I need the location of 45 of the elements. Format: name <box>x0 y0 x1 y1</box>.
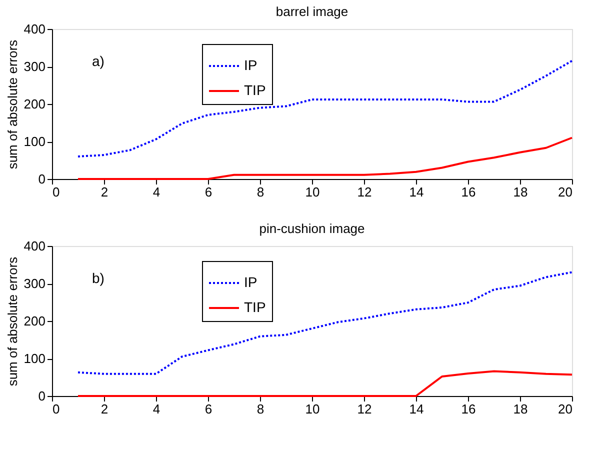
y-tick-label: 200 <box>24 314 46 328</box>
x-tick-label: 4 <box>152 184 160 200</box>
y-tick-label: 100 <box>24 351 46 366</box>
x-tick-label: 10 <box>305 184 320 200</box>
x-tick-label: 0 <box>52 184 60 200</box>
line-series <box>77 136 573 180</box>
y-tick-label: 400 <box>24 22 46 36</box>
legend-label: IP <box>244 57 258 73</box>
x-tick-label: 12 <box>357 402 372 416</box>
y-tick-label: 200 <box>24 96 46 112</box>
y-axis-title: sum of absolute errors <box>4 256 20 386</box>
x-tick-label: 4 <box>152 402 160 416</box>
x-tick-label: 2 <box>100 402 108 416</box>
legend-label: TIP <box>244 299 266 315</box>
x-tick-label: 6 <box>204 402 212 416</box>
y-tick-label: 100 <box>24 134 46 149</box>
x-tick-label: 18 <box>513 184 528 200</box>
chart-title: barrel image <box>276 4 348 19</box>
x-tick-label: 0 <box>52 402 60 416</box>
legend-label: TIP <box>244 82 266 98</box>
x-tick-label: 8 <box>256 184 264 200</box>
x-tick-label: 20 <box>558 402 572 416</box>
annotation: b) <box>92 270 104 286</box>
line-series <box>77 370 573 397</box>
x-tick-label: 10 <box>305 402 320 416</box>
y-tick-label: 400 <box>24 238 46 254</box>
y-tick-label: 300 <box>24 59 46 74</box>
x-tick-label: 14 <box>409 184 424 200</box>
x-tick-label: 16 <box>461 402 476 416</box>
y-tick-label: 0 <box>38 388 46 404</box>
annotation: a) <box>92 53 104 69</box>
line-series <box>77 271 573 375</box>
x-tick-label: 8 <box>256 402 264 416</box>
x-tick-label: 20 <box>558 184 572 200</box>
x-tick-label: 6 <box>204 184 212 200</box>
y-axis-title: sum of absolute errors <box>4 39 20 170</box>
chart-title: pin-cushion image <box>259 221 365 236</box>
y-tick-label: 0 <box>38 172 46 186</box>
x-tick-label: 14 <box>409 402 424 416</box>
x-tick-label: 18 <box>513 402 528 416</box>
legend-label: IP <box>244 274 258 290</box>
y-tick-label: 300 <box>24 276 46 291</box>
x-tick-label: 16 <box>461 184 476 200</box>
x-tick-label: 12 <box>357 184 372 200</box>
x-tick-label: 2 <box>100 184 108 200</box>
